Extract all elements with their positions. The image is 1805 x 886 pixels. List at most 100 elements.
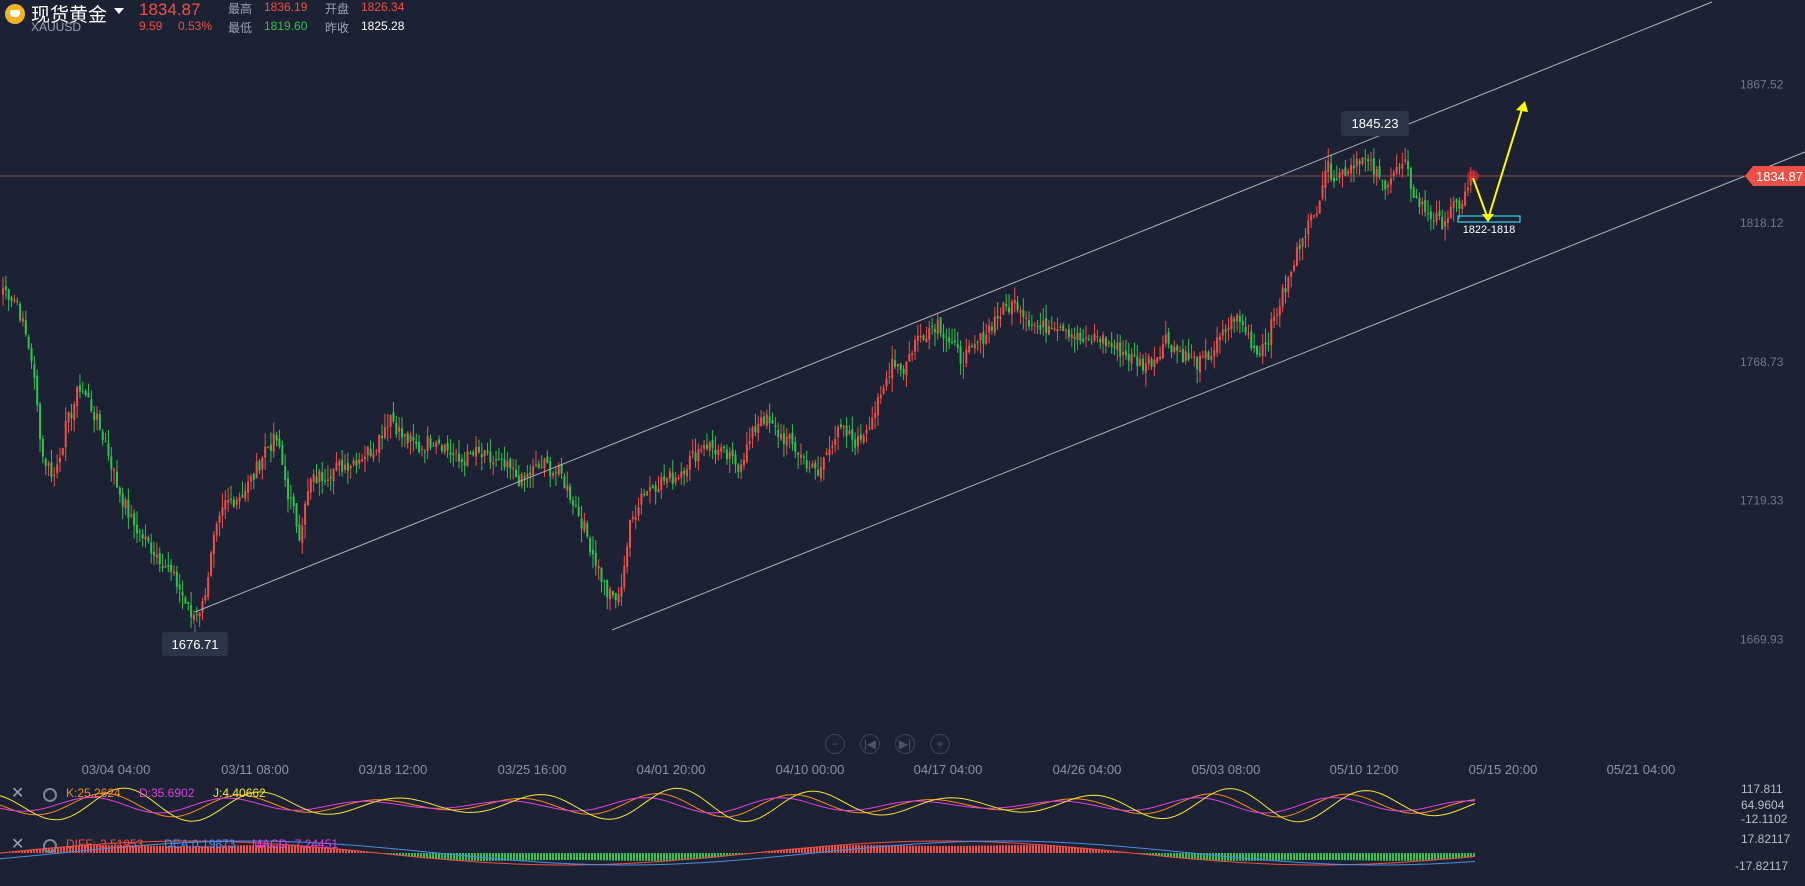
price-tick-label: 1867.52	[1740, 77, 1784, 91]
zoom-in-button[interactable]: +	[930, 734, 950, 754]
candle-body	[1116, 342, 1119, 350]
candle-body	[1204, 350, 1207, 359]
candle-body	[238, 497, 241, 502]
macd-histogram-bar	[927, 845, 929, 853]
macd-histogram-bar	[105, 845, 107, 853]
kdj-settings-icon[interactable]	[43, 788, 57, 802]
macd-histogram-bar	[783, 849, 785, 853]
macd-histogram-bar	[204, 845, 206, 853]
macd-histogram-bar	[999, 845, 1001, 853]
macd-histogram-bar	[978, 845, 980, 853]
candle-body	[33, 364, 36, 379]
macd-histogram-bar	[1221, 853, 1223, 861]
macd-histogram-bar	[249, 845, 251, 853]
candle-body	[606, 579, 609, 598]
candle-body	[363, 456, 366, 460]
macd-histogram-bar	[798, 847, 800, 853]
candle-body	[1056, 329, 1059, 332]
macd-histogram-bar	[714, 853, 716, 858]
candle-body	[631, 517, 634, 519]
candle-body	[563, 476, 566, 489]
candle-body	[1124, 350, 1127, 356]
open-value: 1826.34	[361, 0, 405, 14]
macd-histogram-bar	[1281, 853, 1283, 861]
candle-body	[677, 477, 680, 479]
candle-body	[765, 414, 768, 426]
macd-histogram-bar	[600, 853, 602, 861]
macd-histogram-bar	[1311, 853, 1313, 861]
macd-histogram-bar	[186, 845, 188, 853]
time-tick-label: 03/04 04:00	[82, 762, 151, 777]
close-kdj-icon[interactable]: ✕	[11, 785, 25, 802]
candle-body	[227, 500, 230, 503]
time-tick-label: 03/18 12:00	[359, 762, 428, 777]
chevron-down-icon[interactable]	[114, 8, 124, 14]
macd-histogram-bar	[1446, 853, 1448, 860]
macd-histogram-bar	[774, 850, 776, 853]
candle-body	[1076, 332, 1079, 341]
candle-body	[104, 441, 107, 443]
macd-histogram-bar	[924, 845, 926, 853]
macd-histogram-bar	[588, 853, 590, 861]
zoom-out-button[interactable]: −	[825, 734, 845, 754]
candle-body	[657, 489, 660, 493]
instrument-name[interactable]: 现货黄金	[31, 5, 108, 26]
scroll-end-button[interactable]: ▶|	[895, 734, 915, 754]
kdj-tick-label: 117.811	[1741, 782, 1783, 796]
candle-body	[1207, 352, 1210, 360]
kdj-d-label: D:35.6902	[139, 786, 195, 800]
macd-histogram-bar	[576, 853, 578, 861]
macd-histogram-bar	[813, 846, 815, 853]
macd-histogram-bar	[1242, 853, 1244, 861]
time-tick-label: 04/10 00:00	[776, 762, 845, 777]
macd-histogram-bar	[504, 853, 506, 861]
candle-body	[822, 457, 825, 470]
candle-body	[1298, 244, 1301, 250]
candle-body	[244, 490, 247, 499]
candle-body	[1295, 247, 1298, 267]
macd-histogram-bar	[1296, 853, 1298, 861]
candle-body	[1113, 346, 1116, 348]
close-macd-icon[interactable]: ✕	[11, 836, 25, 853]
candle-body	[190, 605, 193, 618]
macd-histogram-bar	[837, 845, 839, 853]
candle-body	[646, 490, 649, 496]
macd-histogram-bar	[1146, 853, 1148, 855]
candle-body	[1119, 342, 1122, 357]
candle-body	[192, 614, 195, 620]
macd-histogram-bar	[219, 845, 221, 853]
scroll-start-button[interactable]: |◀	[860, 734, 880, 754]
macd-histogram-bar	[1179, 853, 1181, 859]
macd-histogram-bar	[936, 845, 938, 853]
macd-settings-icon[interactable]	[43, 839, 57, 853]
candle-body	[1221, 329, 1224, 336]
candle-body	[1010, 301, 1013, 315]
macd-histogram-bar	[804, 847, 806, 853]
candle-body	[1256, 346, 1258, 355]
macd-histogram-bar	[582, 853, 584, 861]
macd-histogram-bar	[1374, 853, 1376, 861]
candle-body	[705, 444, 708, 449]
macd-histogram-bar	[1143, 853, 1145, 855]
candle-body	[1418, 197, 1421, 208]
candle-body	[760, 417, 763, 426]
macd-histogram-bar	[120, 845, 122, 853]
macd-histogram-bar	[1401, 853, 1403, 861]
time-tick-label: 05/21 04:00	[1607, 762, 1676, 777]
macd-histogram-bar	[564, 853, 566, 861]
macd-histogram-bar	[348, 849, 350, 853]
macd-histogram-bar	[1041, 845, 1043, 853]
macd-histogram-bar	[1071, 846, 1073, 853]
macd-histogram-bar	[735, 853, 737, 856]
macd-histogram-bar	[1404, 853, 1406, 861]
macd-histogram-bar	[963, 845, 965, 853]
candle-body	[1287, 277, 1290, 292]
macd-histogram-bar	[1386, 853, 1388, 861]
candle-body	[1099, 339, 1102, 343]
candle-body	[589, 538, 592, 553]
candle-body	[762, 416, 765, 424]
macd-histogram-bar	[78, 845, 80, 853]
macd-histogram-bar	[333, 847, 335, 853]
macd-histogram-bar	[1209, 853, 1211, 861]
